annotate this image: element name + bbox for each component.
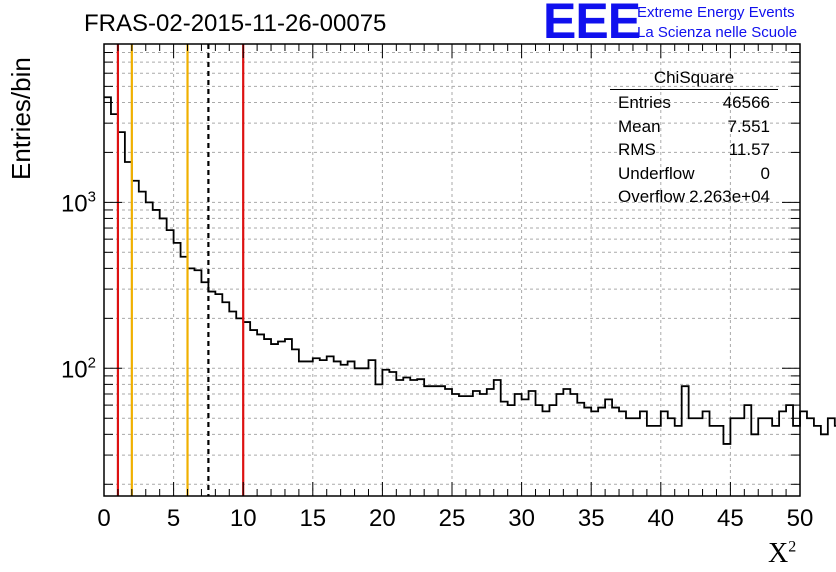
axis-tick-labels: 0 5 10 15 20 25 30 35 40 45 50 102 103 [61, 188, 813, 532]
stats-value: 7.551 [727, 116, 770, 136]
stats-box: ChiSquare Entries 46566 Mean 7.551 RMS 11.5… [610, 68, 778, 211]
stats-row: Underflow 0 [610, 164, 778, 188]
stats-label: RMS [618, 140, 656, 159]
x-tick-label: 40 [647, 505, 674, 532]
x-tick-label: 35 [578, 505, 605, 532]
stats-value: 0 [760, 163, 770, 183]
logo-caption-line1: Extreme Energy Events [637, 4, 795, 21]
x-tick-label: 5 [167, 505, 180, 532]
axis-ticks [103, 44, 801, 496]
histogram-line [104, 96, 836, 445]
eee-logo: EEE [543, 0, 641, 49]
x-tick-label: 50 [787, 505, 814, 532]
stats-label: Mean [618, 116, 661, 136]
stats-row: Overflow 2.263e+04 [610, 187, 778, 211]
x-tick-label: 20 [369, 505, 396, 532]
stats-value: 11.57 [728, 140, 770, 159]
x-tick-label: 10 [230, 505, 257, 532]
logo-caption-line2: La Scienza nelle Scuole [637, 24, 798, 41]
y-axis-label: Entries/bin [6, 57, 36, 180]
x-axis-label-base: X [768, 538, 789, 569]
logo-caption: Extreme Energy Events La Scienza nelle S… [637, 3, 797, 43]
chart-title: FRAS-02-2015-11-26-00075 [84, 10, 387, 37]
stats-row: Entries 46566 [610, 93, 778, 117]
x-tick-label: 15 [299, 505, 326, 532]
stats-label: Underflow [618, 163, 695, 183]
threshold-lines [116, 44, 245, 496]
x-tick-label: 30 [508, 505, 535, 532]
x-axis-label-sup: 2 [788, 538, 797, 556]
stats-value: 2.263e+04 [689, 187, 770, 206]
grid-lines [104, 44, 800, 496]
x-tick-label: 25 [439, 505, 466, 532]
x-axis-label: X2 [768, 538, 796, 570]
y-tick-label: 103 [61, 188, 96, 217]
stats-value: 46566 [722, 93, 770, 112]
stats-label: Entries [618, 93, 671, 112]
stats-row: Mean 7.551 [610, 117, 778, 141]
histogram-bars [104, 96, 836, 445]
stats-label: Overflow [618, 187, 686, 206]
y-tick-label: 102 [61, 354, 96, 383]
x-tick-label: 45 [717, 505, 744, 532]
stats-header: ChiSquare [610, 68, 778, 90]
stats-row: RMS 11.57 [610, 140, 778, 164]
x-tick-label: 0 [97, 505, 110, 532]
